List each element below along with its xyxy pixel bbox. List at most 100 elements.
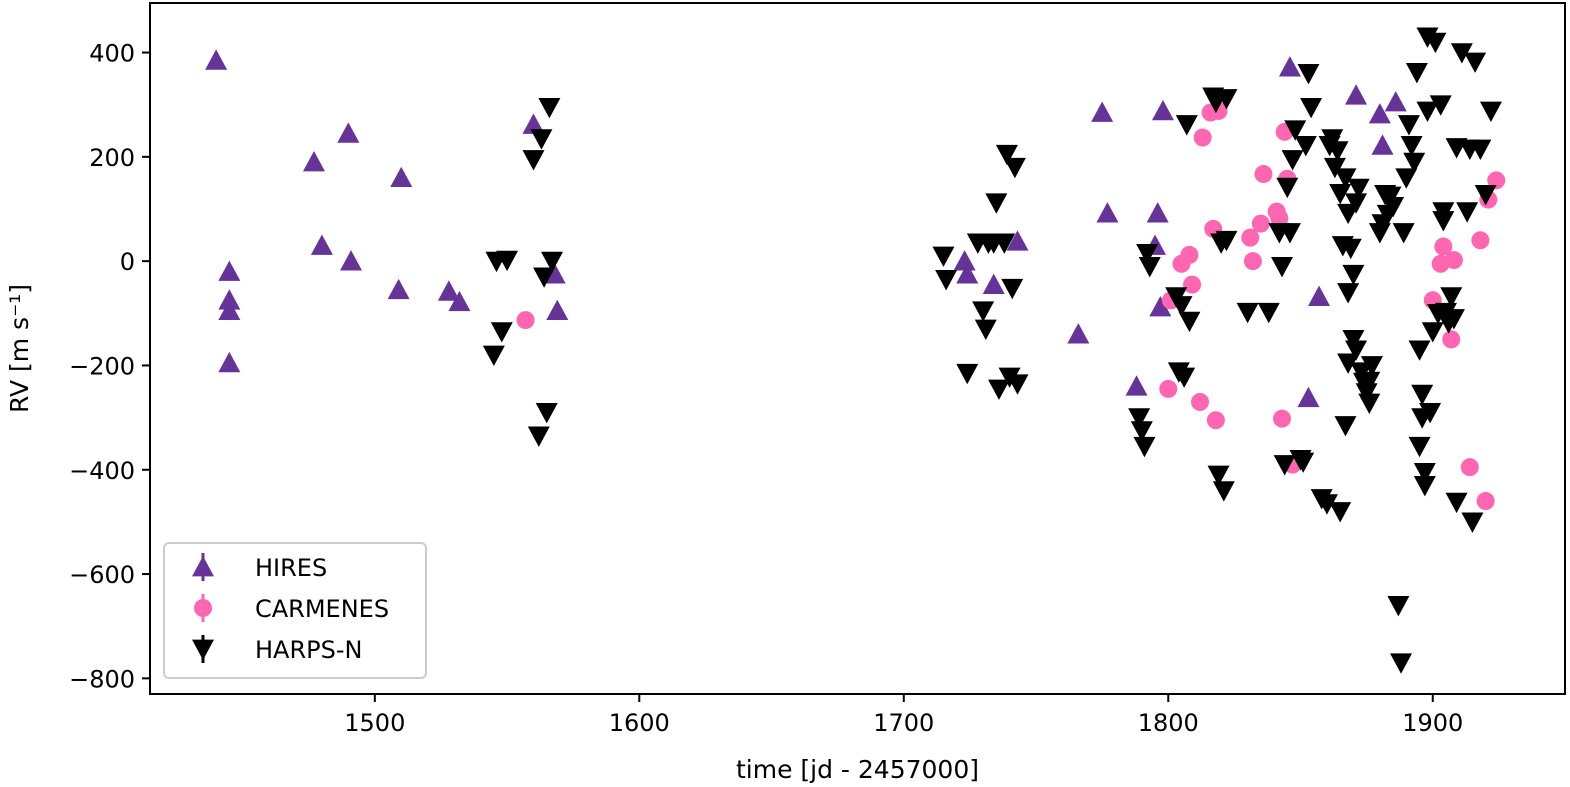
- harps-n-point: [1432, 202, 1455, 223]
- carmenes-point: [1471, 231, 1490, 250]
- harps-n-point: [985, 193, 1008, 214]
- hires-point: [982, 273, 1005, 294]
- legend-marker: [192, 556, 214, 577]
- y-tick-label: −600: [69, 561, 135, 589]
- harps-n-point: [533, 267, 556, 288]
- harps-n-point: [1136, 243, 1159, 265]
- carmenes-point: [1460, 458, 1479, 477]
- harps-n-point: [1358, 393, 1381, 414]
- legend-marker: [194, 599, 212, 617]
- harps-n-point: [496, 250, 519, 272]
- harps-n-point: [1424, 32, 1447, 54]
- x-tick-label: 1600: [609, 709, 670, 737]
- hires-point: [1125, 375, 1148, 396]
- harps-n-point: [1173, 367, 1196, 388]
- harps-n-point: [1257, 302, 1280, 324]
- harps-n-point: [1329, 184, 1352, 205]
- harps-n-point: [1413, 463, 1436, 484]
- y-tick-label: −800: [69, 665, 135, 693]
- carmenes-point: [1434, 237, 1453, 256]
- harps-n-point: [1479, 101, 1502, 122]
- harps-n-point: [1450, 43, 1473, 64]
- harps-n-point: [1461, 512, 1484, 533]
- carmenes-point: [1191, 392, 1210, 411]
- hires-point: [448, 290, 471, 312]
- harps-n-point: [1442, 309, 1465, 330]
- legend-label: CARMENES: [255, 595, 389, 623]
- harps-n-point: [1133, 436, 1156, 458]
- series-harps-n: [482, 27, 1502, 674]
- hires-point: [1297, 386, 1320, 408]
- hires-point: [546, 299, 569, 321]
- hires-point: [543, 263, 566, 284]
- harps-n-point: [1358, 371, 1381, 393]
- harps-n-point: [1284, 120, 1307, 141]
- hires-point: [1151, 99, 1174, 121]
- harps-n-point: [1178, 311, 1201, 333]
- hires-point: [218, 351, 241, 373]
- carmenes-point: [1487, 171, 1506, 190]
- harps-n-point: [1297, 64, 1320, 85]
- legend-label: HARPS-N: [255, 636, 362, 664]
- legend-label: HIRES: [255, 554, 327, 582]
- hires-point: [1146, 202, 1169, 223]
- harps-n-point: [1342, 264, 1365, 286]
- hires-point: [522, 113, 545, 134]
- harps-n-point: [1392, 223, 1415, 244]
- harps-n-point: [1130, 421, 1153, 442]
- harps-n-point: [1207, 465, 1230, 486]
- harps-n-point: [1405, 63, 1428, 84]
- harps-n-point: [1337, 283, 1360, 304]
- harps-n-point: [522, 150, 545, 171]
- axis-ticks: 1500 1600 1700 1800 1900 400 200 0 −200 −400 −600 −…: [69, 40, 1463, 737]
- harps-n-point: [1400, 136, 1423, 157]
- harps-n-point: [482, 345, 505, 367]
- harps-n-point: [530, 129, 553, 150]
- harps-n-point: [1408, 340, 1431, 361]
- hires-point: [956, 263, 979, 284]
- legend-item-harps-n: HARPS-N: [192, 635, 362, 664]
- hires-point: [218, 260, 241, 281]
- harps-n-point: [1416, 101, 1439, 122]
- y-tick-label: 0: [120, 248, 135, 276]
- legend-item-hires: HIRES: [192, 553, 327, 582]
- hires-point: [218, 289, 241, 310]
- harps-n-point: [1315, 494, 1338, 515]
- hires-point: [1067, 323, 1090, 344]
- hires-point: [1384, 91, 1407, 112]
- harps-n-point: [490, 322, 513, 343]
- harps-n-point: [1403, 152, 1426, 174]
- harps-n-point: [1390, 653, 1413, 674]
- harps-n-point: [1326, 141, 1349, 162]
- hires-point: [1368, 103, 1391, 124]
- y-tick-label: 200: [89, 144, 135, 172]
- carmenes-point: [1180, 245, 1199, 264]
- harps-n-point: [1138, 257, 1161, 278]
- harps-n-point: [1271, 257, 1293, 278]
- carmenes-point: [1476, 492, 1495, 511]
- harps-n-point: [956, 363, 979, 385]
- harps-n-point: [1281, 150, 1304, 171]
- hires-point: [390, 166, 413, 188]
- harps-n-point: [1456, 202, 1479, 223]
- harps-n-point: [1413, 476, 1436, 497]
- harps-n-point: [541, 251, 564, 273]
- x-axis-label: time [jd - 2457000]: [736, 755, 979, 784]
- harps-n-point: [1170, 296, 1193, 317]
- legend-box: [163, 542, 427, 679]
- legend: HIRES CARMENES HARPS-N: [163, 542, 427, 679]
- harps-n-point: [993, 233, 1016, 254]
- y-axis-label: RV [m s⁻¹]: [5, 284, 34, 413]
- harps-n-point: [1334, 168, 1357, 189]
- harps-n-point: [935, 270, 958, 291]
- hires-point: [1006, 230, 1029, 251]
- harps-n-point: [1474, 185, 1497, 206]
- harps-n-point: [1175, 115, 1198, 136]
- y-tick-label: −200: [69, 352, 135, 380]
- harps-n-point: [1445, 492, 1468, 514]
- harps-n-point: [1408, 436, 1431, 458]
- hires-point: [953, 250, 976, 271]
- harps-n-point: [1001, 278, 1024, 300]
- harps-n-point: [1329, 502, 1352, 523]
